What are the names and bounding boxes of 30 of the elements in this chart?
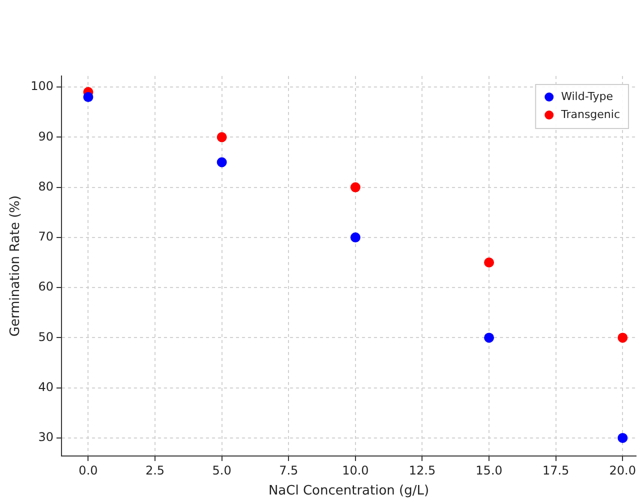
point: [216, 157, 227, 168]
point: [83, 92, 94, 102]
x-tick-label: 20.0: [609, 463, 636, 478]
y-tick-label: 60: [38, 280, 54, 294]
point: [484, 332, 494, 343]
y-tick-label: 90: [38, 129, 54, 144]
y-axis-title: Germination Rate (%): [8, 195, 24, 337]
x-tick-label: 5.0: [212, 463, 232, 478]
point: [618, 332, 628, 343]
x-tick-label: 17.5: [542, 463, 570, 478]
point: [618, 432, 628, 443]
x-axis-title: NaCl Concentration (g/L): [268, 484, 430, 499]
y-tick-label: 80: [38, 179, 54, 194]
x-tick-label: 10.0: [342, 463, 369, 478]
x-tick-label: 12.5: [408, 463, 436, 478]
y-tick-label: 100: [30, 79, 54, 94]
y-tick-label: 40: [38, 380, 54, 394]
point: [484, 257, 494, 268]
y-tick-label: 50: [38, 330, 54, 344]
legend-label: Transgenic: [560, 108, 620, 121]
x-tick-label: 2.5: [145, 463, 165, 478]
x-tick-label: 7.5: [279, 463, 298, 478]
y-tick-label: 30: [38, 430, 54, 444]
x-tick-label: 15.0: [476, 463, 502, 478]
y-tick-label: 70: [38, 230, 54, 244]
legend-label: Wild-Type: [561, 90, 614, 103]
point: [216, 132, 227, 142]
x-tick-label: 0.0: [78, 463, 98, 478]
point: [350, 182, 360, 192]
point: [350, 232, 360, 242]
